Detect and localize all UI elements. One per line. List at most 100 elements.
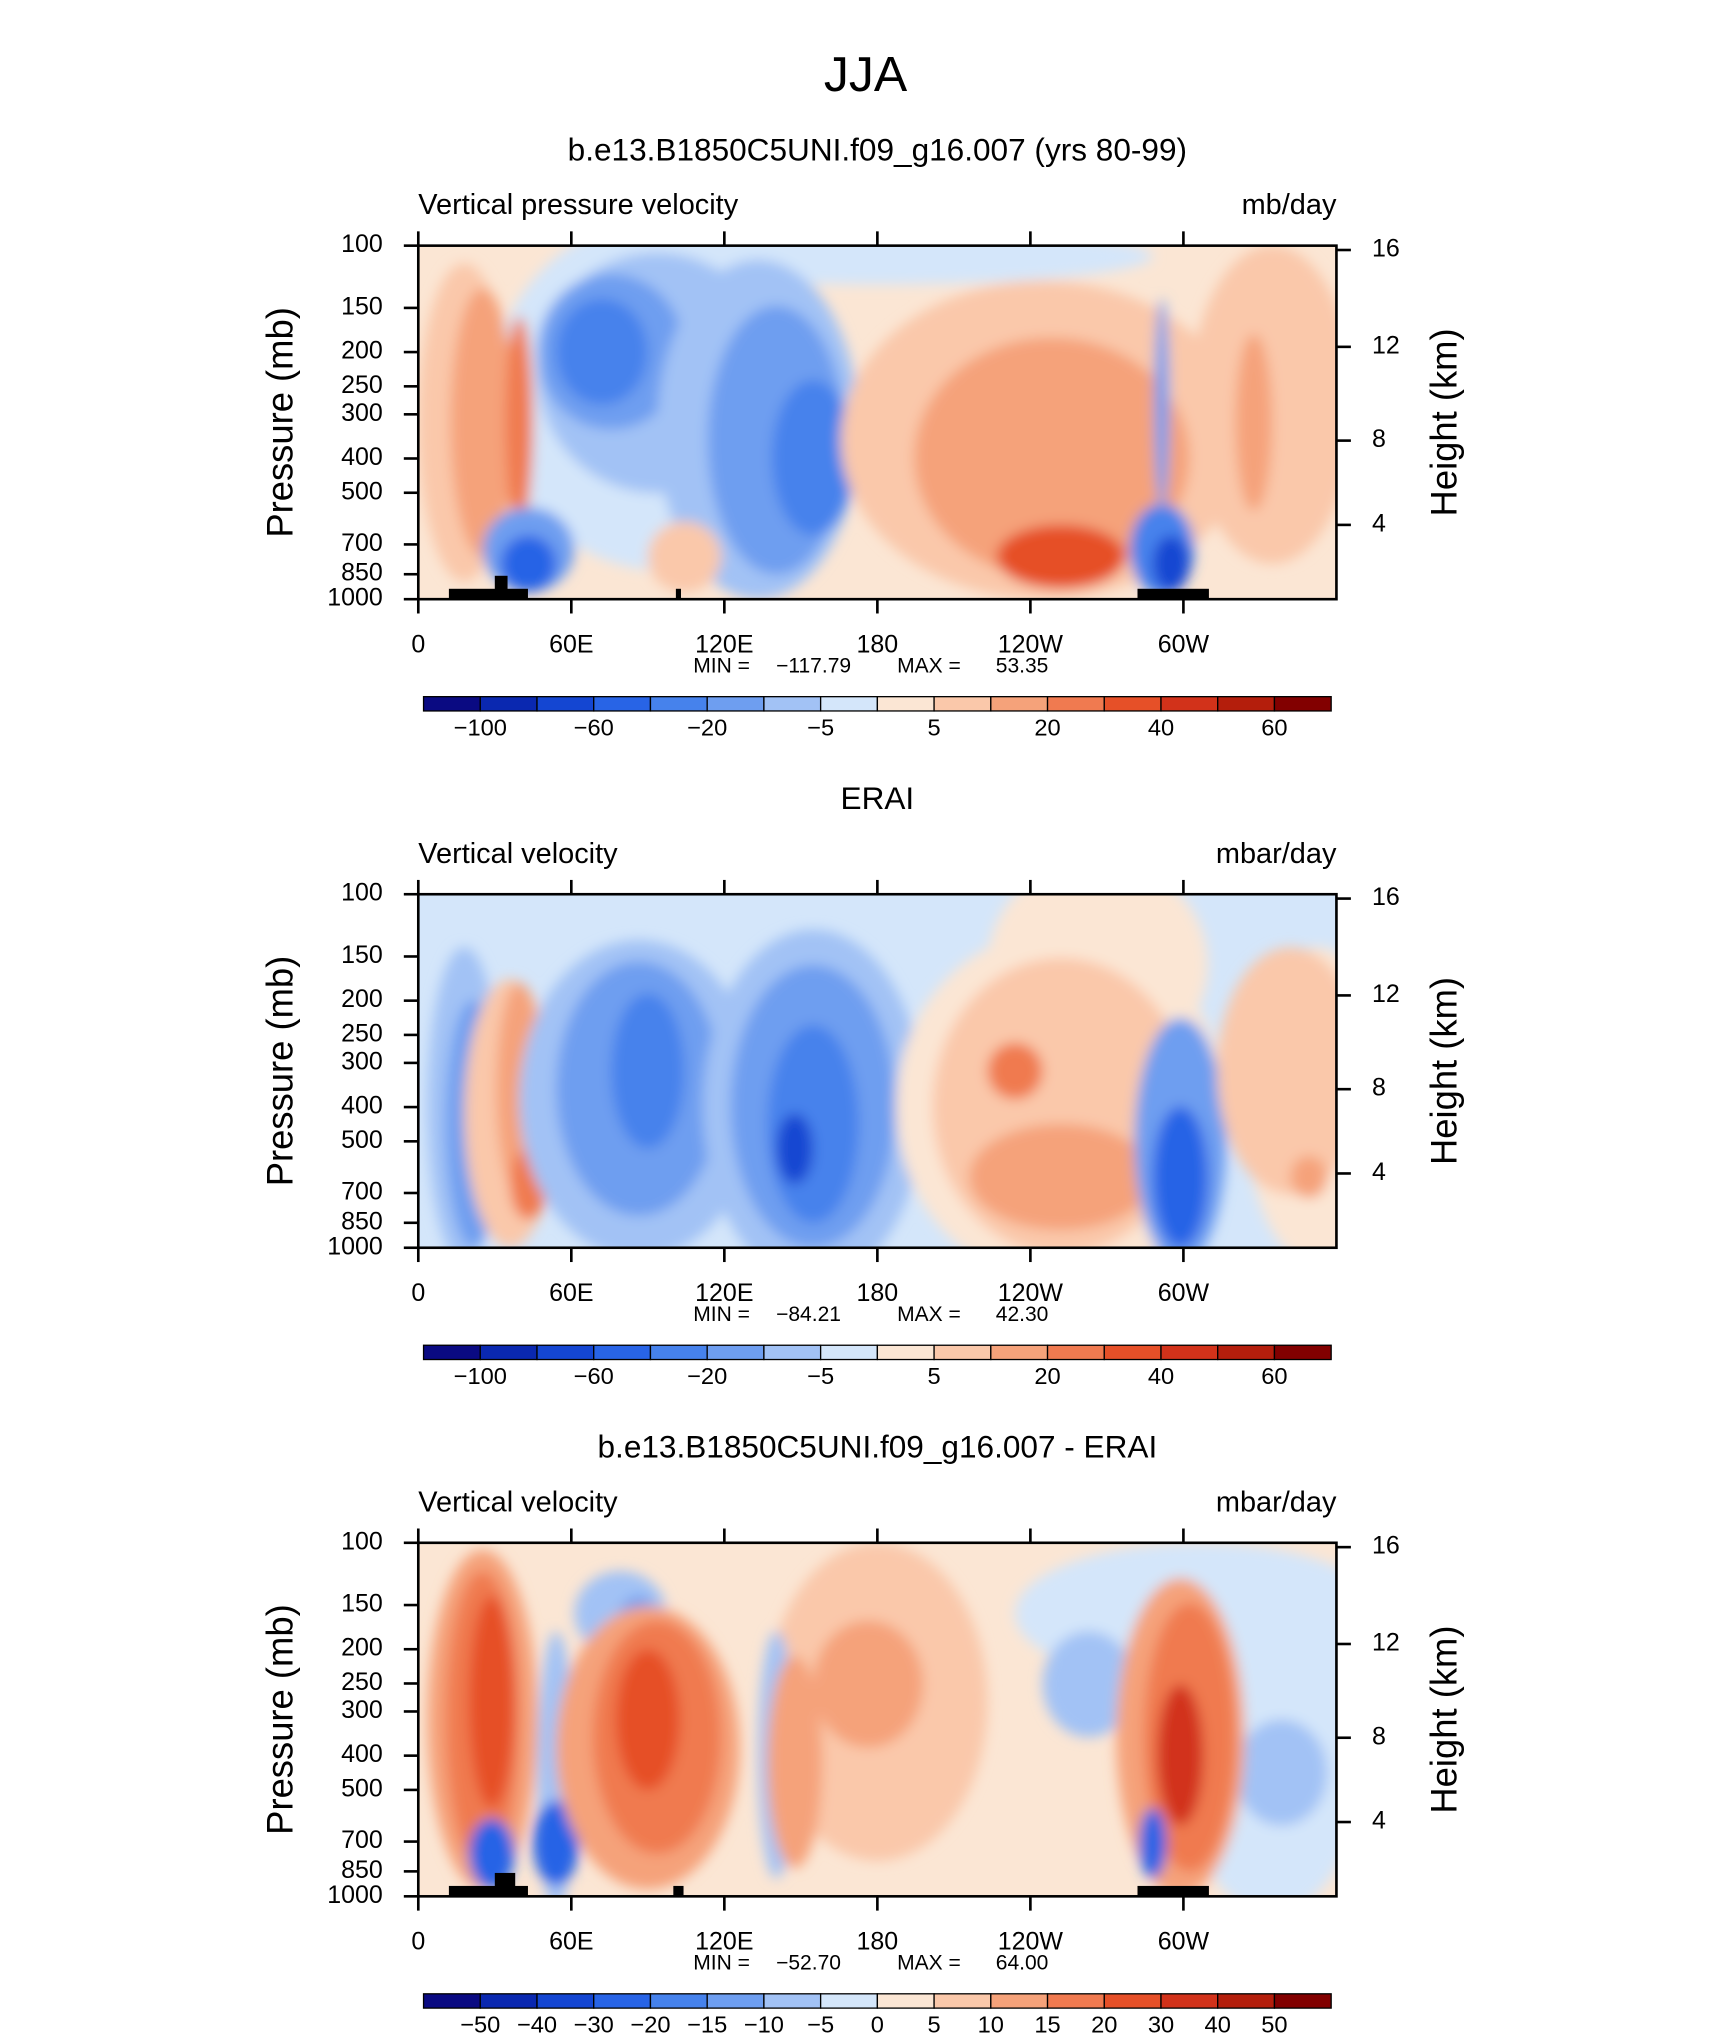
colorbar-label: 40 xyxy=(1148,714,1174,740)
x-tick-label: 120W xyxy=(998,632,1064,659)
y2-tick-label: 8 xyxy=(1372,1075,1386,1102)
colorbar-box xyxy=(649,1344,708,1361)
colorbar-label: 15 xyxy=(1034,2012,1060,2038)
contour-region xyxy=(468,1818,515,1890)
contour-region xyxy=(468,1595,515,1808)
colorbar-box xyxy=(933,1344,992,1361)
colorbar-box xyxy=(763,1344,822,1361)
max-value: 42.30 xyxy=(996,1303,1049,1326)
colorbar-label: −5 xyxy=(807,1363,834,1389)
min-label: MIN = xyxy=(693,1952,750,1975)
colorbar-box xyxy=(1160,696,1219,712)
x-tick-label: 60E xyxy=(549,632,593,659)
colorbar-box xyxy=(1103,1344,1162,1361)
contour-region xyxy=(556,298,648,405)
colorbar-label: 20 xyxy=(1034,714,1060,740)
contour-region xyxy=(1152,535,1190,593)
right-string: mb/day xyxy=(1242,189,1337,221)
colorbar-box xyxy=(876,696,935,712)
colorbar-box xyxy=(1046,1344,1105,1361)
colorbar-label: −5 xyxy=(807,2012,834,2038)
min-value: −84.21 xyxy=(776,1303,841,1326)
colorbar-label: 20 xyxy=(1091,2012,1117,2038)
colorbar-label: −60 xyxy=(574,1363,614,1389)
contour-region xyxy=(767,1025,859,1224)
colorbar-box xyxy=(1273,1993,1332,2009)
contour-region xyxy=(533,1800,579,1886)
min-value: −117.79 xyxy=(776,654,851,677)
colorbar-label: −5 xyxy=(807,714,834,740)
colorbar-box xyxy=(422,1993,481,2009)
y-tick-label: 700 xyxy=(341,1179,383,1206)
topography xyxy=(494,1872,516,1897)
colorbar-box xyxy=(536,1993,595,2009)
colorbar-box xyxy=(649,1993,708,2009)
y-tick-label: 1000 xyxy=(327,1882,383,1909)
y2-tick-label: 8 xyxy=(1372,1723,1386,1750)
y-tick-label: 850 xyxy=(341,560,383,587)
colorbar-label: 5 xyxy=(928,1363,941,1389)
y-tick-label: 400 xyxy=(341,1093,383,1120)
colorbar-label: −60 xyxy=(574,714,614,740)
colorbar-box xyxy=(706,1993,765,2009)
colorbar-box xyxy=(1046,696,1105,712)
contour-region xyxy=(505,316,534,529)
contour-region xyxy=(969,1124,1153,1231)
colorbar-box xyxy=(1273,1344,1332,1361)
y-tick-label: 150 xyxy=(341,294,383,321)
y-tick-label: 400 xyxy=(341,1741,383,1768)
colorbar-box xyxy=(706,1344,765,1361)
colorbar-label: 30 xyxy=(1148,2012,1174,2038)
colorbar-label: −15 xyxy=(687,2012,727,2038)
y-tick-label: 500 xyxy=(341,478,383,505)
colorbar-label: −100 xyxy=(454,1363,507,1389)
panel-title: b.e13.B1850C5UNI.f09_g16.007 (yrs 80-99) xyxy=(568,132,1187,167)
y-tick-label: 100 xyxy=(341,231,383,258)
colorbar-box xyxy=(479,1344,538,1361)
colorbar-label: −20 xyxy=(687,714,727,740)
contour-region xyxy=(1235,1719,1328,1826)
y-tick-label: 500 xyxy=(341,1776,383,1803)
topography xyxy=(673,1885,684,1897)
contour-region xyxy=(1290,1155,1328,1199)
colorbar-label: 50 xyxy=(1261,2012,1287,2038)
colorbar-label: 20 xyxy=(1034,1363,1060,1389)
topography xyxy=(675,588,681,600)
y-tick-label: 200 xyxy=(341,986,383,1013)
right-string: mbar/day xyxy=(1216,838,1337,870)
y-tick-label: 700 xyxy=(341,1827,383,1854)
y-tick-label: 250 xyxy=(341,1021,383,1048)
x-tick-label: 0 xyxy=(411,1280,425,1307)
colorbar-box xyxy=(422,1344,481,1361)
colorbar-box xyxy=(763,1993,822,2009)
colorbar-box xyxy=(990,1344,1049,1361)
colorbar-label: 40 xyxy=(1148,1363,1174,1389)
right-string: mbar/day xyxy=(1216,1487,1337,1519)
min-label: MIN = xyxy=(693,654,750,677)
colorbar-box xyxy=(649,696,708,712)
contour-field xyxy=(418,1542,1337,1897)
x-tick-label: 60E xyxy=(549,1929,593,1956)
y-tick-label: 500 xyxy=(341,1127,383,1154)
colorbar-box xyxy=(479,696,538,712)
colorbar-box xyxy=(1103,1993,1162,2009)
max-label: MAX = xyxy=(897,1303,961,1326)
y-tick-label: 300 xyxy=(341,400,383,427)
x-tick-label: 120W xyxy=(998,1280,1064,1307)
contour-region xyxy=(1157,1684,1204,1826)
colorbar-box xyxy=(1046,1993,1105,2009)
y-tick-label: 100 xyxy=(341,880,383,907)
colorbar-box xyxy=(1217,696,1276,712)
colorbar-box xyxy=(819,1993,879,2009)
contour-region xyxy=(1042,1631,1135,1738)
contour-region xyxy=(1189,245,1337,564)
y-tick-label: 150 xyxy=(341,1591,383,1618)
colorbar-box xyxy=(990,1993,1049,2009)
contour-region xyxy=(1217,947,1337,1195)
y-axis-title: Pressure (mb) xyxy=(259,1604,300,1835)
colorbar-box xyxy=(1273,696,1332,712)
y-tick-label: 700 xyxy=(341,530,383,557)
y-axis-title: Pressure (mb) xyxy=(259,307,300,538)
colorbar-label: −100 xyxy=(454,714,507,740)
